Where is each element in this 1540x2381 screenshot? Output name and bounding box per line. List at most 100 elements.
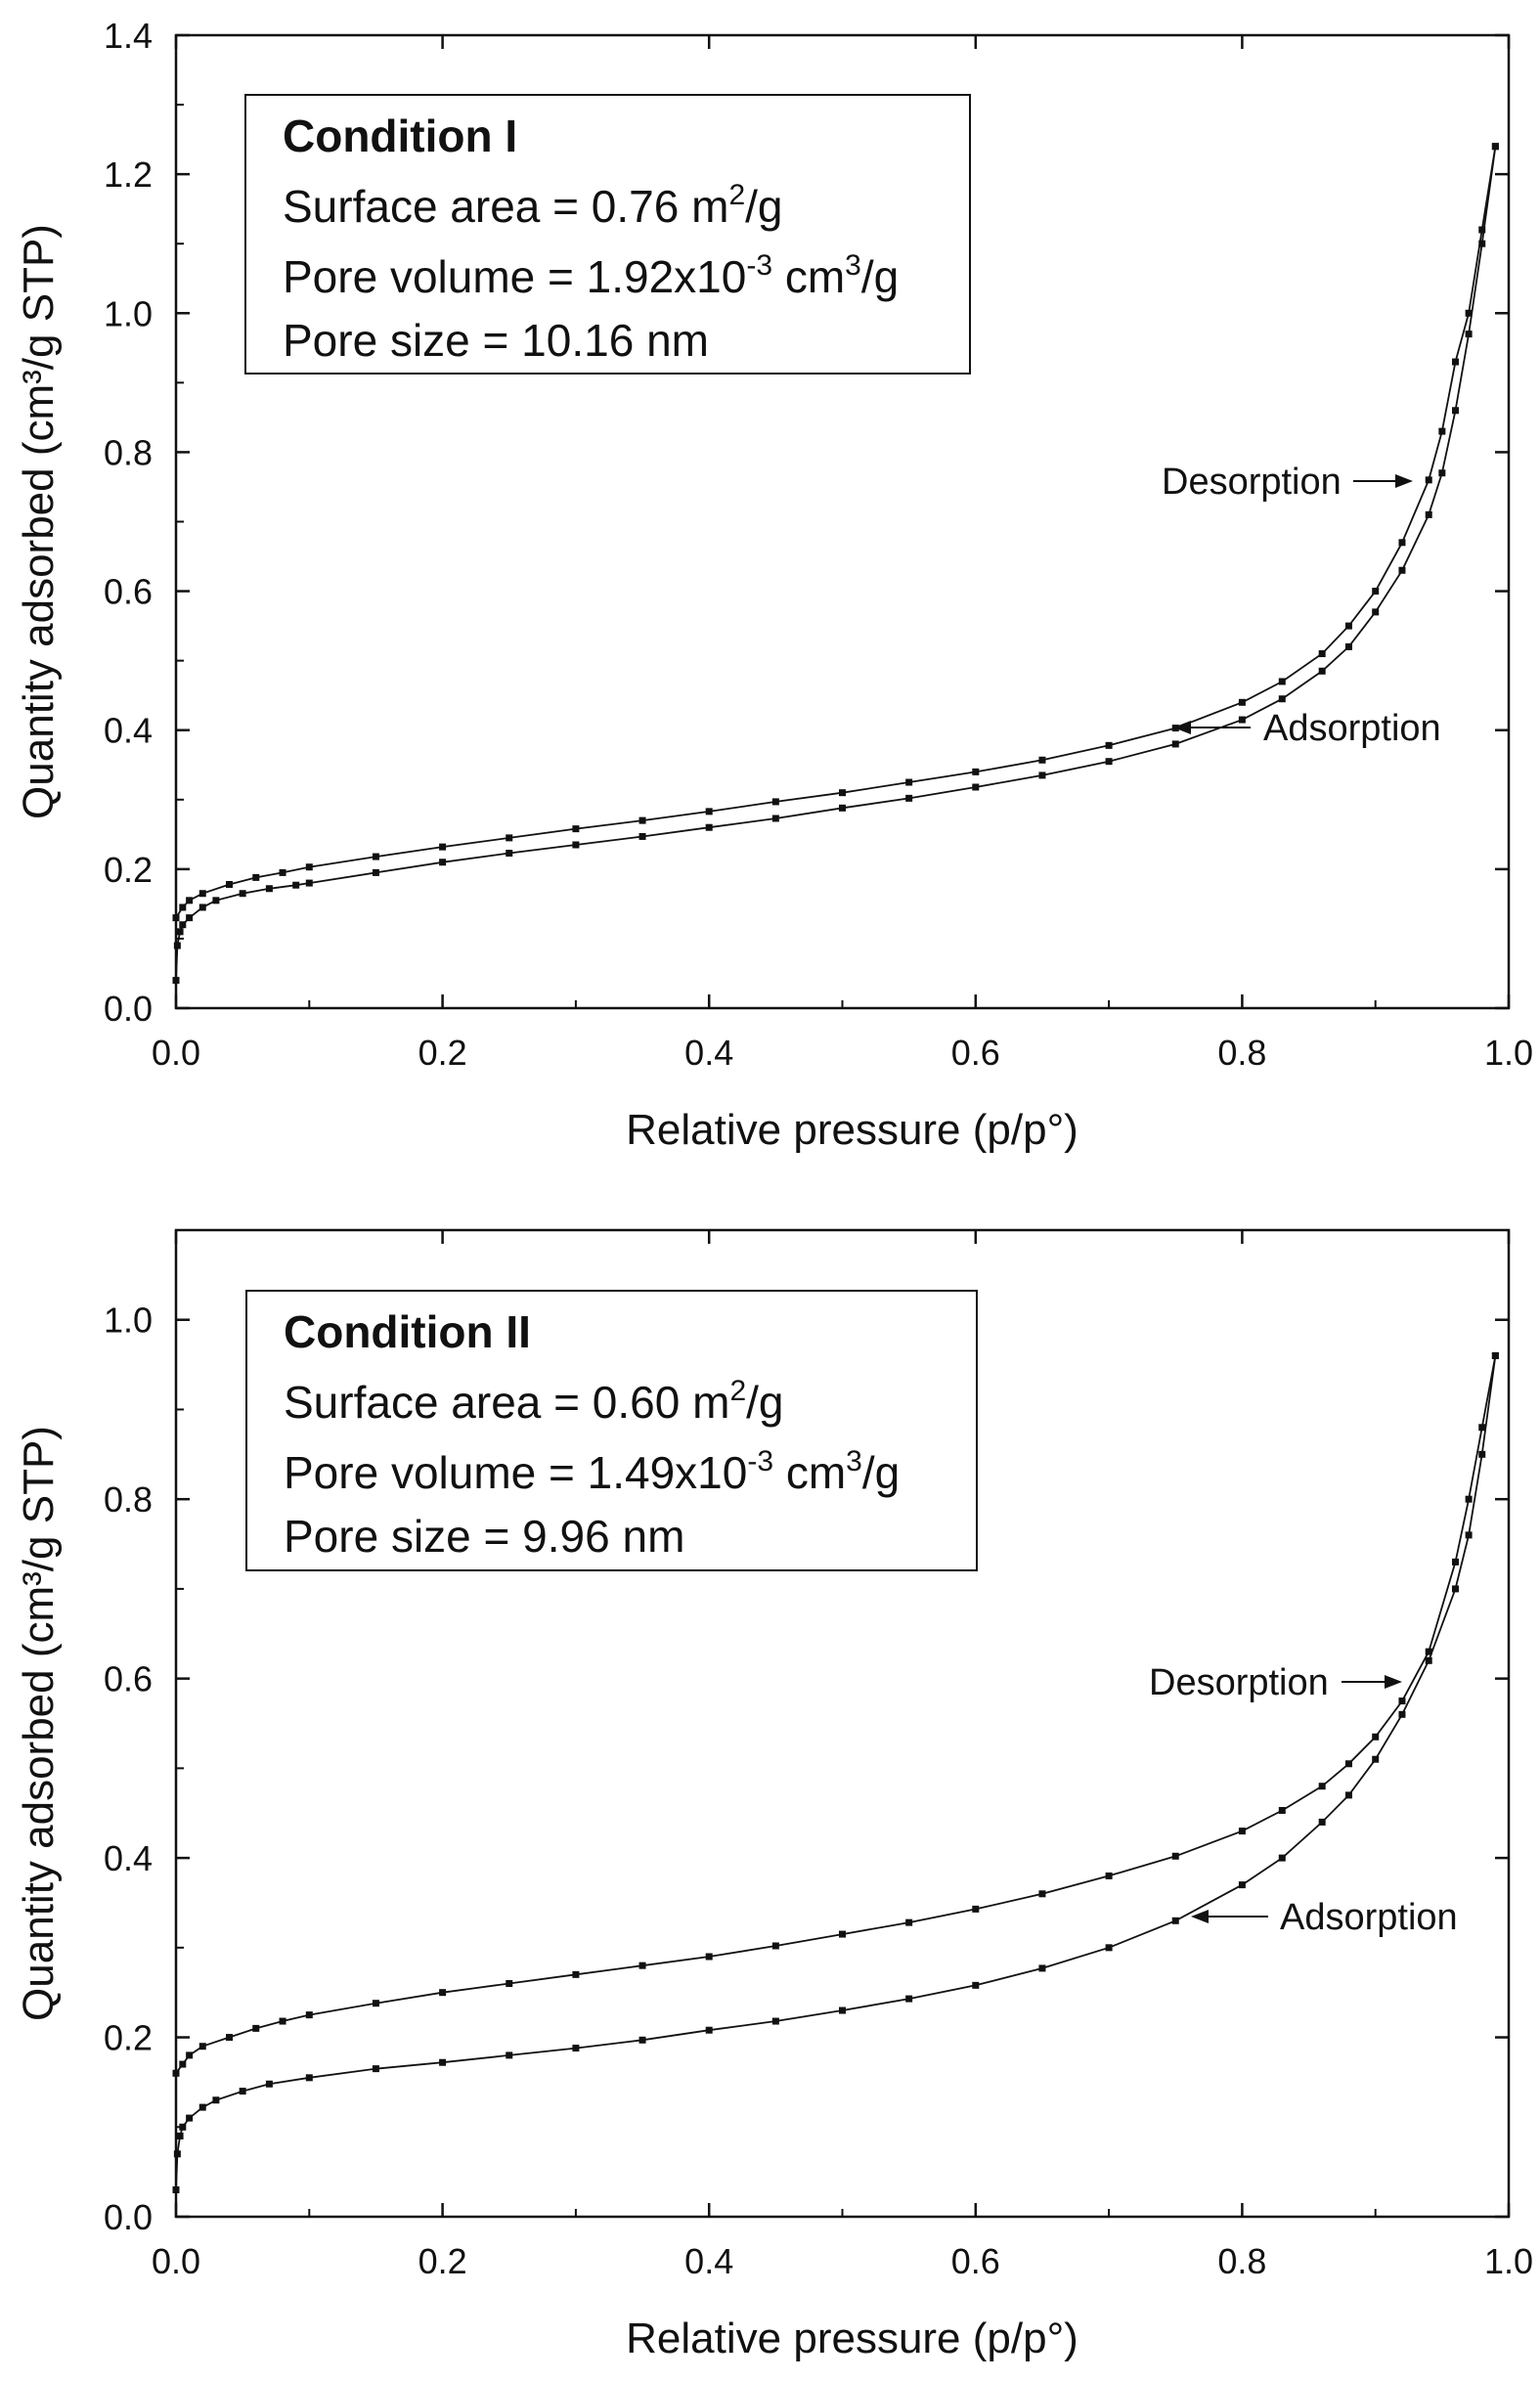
adsorption-arrowhead xyxy=(1191,1910,1209,1923)
adsorption-point xyxy=(372,2065,379,2073)
adsorption-point xyxy=(839,804,846,812)
chart-panel-2: 0.0 0.2 0.4 0.6 0.8 1.0 0.0 0.2 0.4 0.6 0.8 1.0 Rela… xyxy=(15,1228,1533,2362)
y-tick-label: 0.0 xyxy=(104,989,153,1029)
desorption-point xyxy=(252,2024,260,2032)
desorption-arrowhead xyxy=(1395,474,1413,488)
adsorption-point xyxy=(292,881,300,889)
adsorption-arrowhead xyxy=(1173,721,1191,734)
adsorption-point xyxy=(1372,608,1380,616)
x-tick-label: 1.0 xyxy=(1484,1033,1533,1073)
y-tick-label: 0.4 xyxy=(104,711,153,751)
desorption-point xyxy=(279,868,286,876)
adsorption-point xyxy=(705,2026,713,2034)
adsorption-point xyxy=(305,879,313,887)
adsorption-point xyxy=(839,2006,846,2014)
adsorption-point xyxy=(972,783,980,791)
adsorption-point xyxy=(1278,1854,1286,1862)
pore-volume-unit-sup: 3 xyxy=(845,249,861,282)
adsorption-point xyxy=(572,2045,580,2052)
desorption-point xyxy=(1038,756,1046,764)
desorption-point xyxy=(1438,427,1446,435)
adsorption-point xyxy=(1478,240,1486,247)
adsorption-point xyxy=(905,794,913,802)
y-tick-label: 0.4 xyxy=(104,1838,153,1878)
desorption-point xyxy=(771,1942,779,1950)
adsorption-point xyxy=(1491,1351,1499,1359)
pore-volume-exp: -3 xyxy=(746,249,772,282)
pore-volume-line: Pore volume = 1.49x10-3 cm3/g xyxy=(284,1445,900,1498)
adsorption-point xyxy=(1425,510,1432,518)
desorption-point xyxy=(839,1930,846,1938)
pore-volume-unit-suffix: /g xyxy=(861,251,899,302)
desorption-point xyxy=(1398,1698,1406,1705)
x-tick-label: 0.6 xyxy=(951,1033,1000,1073)
adsorption-point xyxy=(176,928,184,936)
chart-panel-1: 0.0 0.2 0.4 0.6 0.8 1.0 0.0 0.2 0.4 0.6 0.8 1.0 1.2 1… xyxy=(15,16,1533,1154)
info-box-frame xyxy=(245,1290,978,1571)
y-axis-1: 0.0 0.2 0.4 0.6 0.8 1.0 1.2 1.4 xyxy=(104,16,1509,1029)
desorption-point xyxy=(1425,1648,1432,1655)
surface-area-unit: /g xyxy=(746,1377,783,1428)
surface-area-line: Surface area = 0.60 m2/g xyxy=(284,1375,784,1428)
desorption-point xyxy=(305,2011,313,2019)
desorption-point xyxy=(1344,1760,1352,1768)
adsorption-point xyxy=(1105,1944,1113,1952)
adsorption-point xyxy=(506,2051,513,2059)
adsorption-point xyxy=(771,815,779,822)
adsorption-point xyxy=(972,1981,980,1989)
desorption-point xyxy=(1372,1733,1380,1741)
y-tick-label: 0.0 xyxy=(104,2197,153,2237)
series-adsorption-2 xyxy=(172,1351,1499,2193)
y-tick-label: 0.2 xyxy=(104,2018,153,2058)
adsorption-point xyxy=(172,2185,180,2193)
adsorption-point xyxy=(638,832,646,840)
adsorption-point xyxy=(1318,1818,1326,1826)
x-tick-label: 0.2 xyxy=(418,2241,467,2281)
desorption-point xyxy=(372,853,379,860)
adsorption-point xyxy=(1465,331,1473,338)
x-tick-label: 1.0 xyxy=(1484,2241,1533,2281)
desorption-point xyxy=(252,873,260,881)
adsorption-point xyxy=(198,904,206,911)
desorption-point xyxy=(771,798,779,806)
desorption-point xyxy=(305,863,313,871)
desorption-point xyxy=(1451,358,1459,366)
x-tick-label: 0.4 xyxy=(684,1033,733,1073)
x-tick-label: 0.6 xyxy=(951,2241,1000,2281)
adsorption-point xyxy=(173,942,181,949)
desorption-point xyxy=(1105,1872,1113,1879)
desorption-point xyxy=(1451,1558,1459,1565)
y-tick-label: 1.4 xyxy=(104,16,153,56)
adsorption-point xyxy=(239,2088,246,2095)
x-axis-1: 0.0 0.2 0.4 0.6 0.8 1.0 xyxy=(152,35,1533,1073)
desorption-point xyxy=(506,1980,513,1988)
desorption-point xyxy=(179,904,187,911)
desorption-point xyxy=(705,1953,713,1961)
adsorption-label: Adsorption xyxy=(1280,1897,1458,1938)
pore-volume-text: Pore volume = 1.92x10 xyxy=(283,251,746,302)
adsorption-point xyxy=(905,1995,913,2003)
desorption-point xyxy=(638,816,646,824)
x-tick-label: 0.2 xyxy=(418,1033,467,1073)
x-tick-label: 0.0 xyxy=(152,1033,200,1073)
adsorption-point xyxy=(176,2132,184,2139)
desorption-point xyxy=(1398,539,1406,547)
adsorption-point xyxy=(305,2074,313,2082)
x-tick-label: 0.0 xyxy=(152,2241,200,2281)
desorption-point xyxy=(186,897,194,904)
adsorption-line xyxy=(175,1355,1497,2190)
x-tick-label: 0.8 xyxy=(1217,2241,1266,2281)
adsorption-point xyxy=(1344,1791,1352,1799)
desorption-point xyxy=(1344,622,1352,630)
surface-area-sup: 2 xyxy=(728,179,745,211)
adsorption-point xyxy=(1451,407,1459,415)
desorption-point xyxy=(1478,226,1486,234)
desorption-point xyxy=(172,914,180,922)
pore-volume-exp: -3 xyxy=(747,1445,773,1477)
x-axis-title: Relative pressure (p/p°) xyxy=(626,2315,1078,2362)
desorption-point xyxy=(439,1989,447,1997)
desorption-point xyxy=(1318,650,1326,658)
